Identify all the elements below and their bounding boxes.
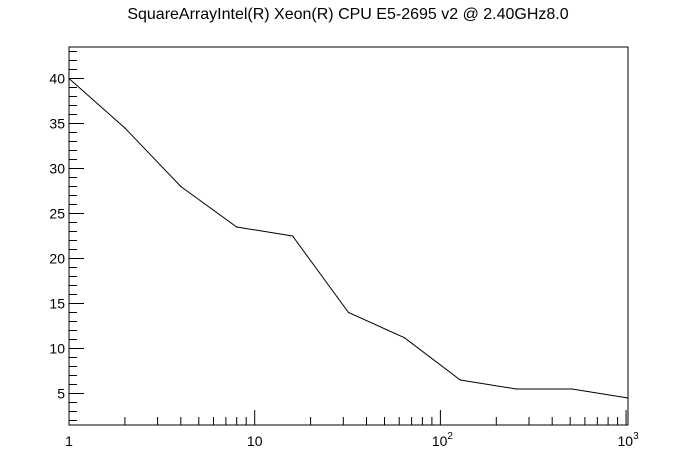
data-point [68,77,70,80]
plot-frame [68,46,629,426]
x-axis: 1 10 102 103 [65,410,639,449]
y-tick-label: 15 [49,296,65,312]
data-point [515,388,517,390]
data-point [403,337,405,339]
y-tick-label: 10 [49,341,65,357]
y-tick-label: 5 [57,386,65,402]
data-point [347,311,350,314]
data-point [124,127,126,129]
y-tick-label: 35 [49,116,65,132]
data-point [180,185,182,188]
y-tick-label: 20 [49,251,65,267]
x-tick-label: 102 [432,431,454,449]
data-point [459,379,461,381]
data-point [627,397,629,399]
x-tick-label: 10 [247,433,263,449]
data-point [236,226,238,228]
data-point [571,388,573,390]
chart-title: SquareArrayIntel(R) Xeon(R) CPU E5-2695 … [127,6,569,23]
y-tick-label: 30 [49,161,65,177]
series-group [68,77,629,399]
data-point [292,235,294,237]
x-tick-label: 1 [65,433,73,449]
y-axis: 5 10 15 20 25 30 35 40 [49,51,84,421]
y-tick-label: 40 [49,71,65,87]
y-tick-label: 25 [49,206,65,222]
x-tick-label: 103 [618,431,640,449]
